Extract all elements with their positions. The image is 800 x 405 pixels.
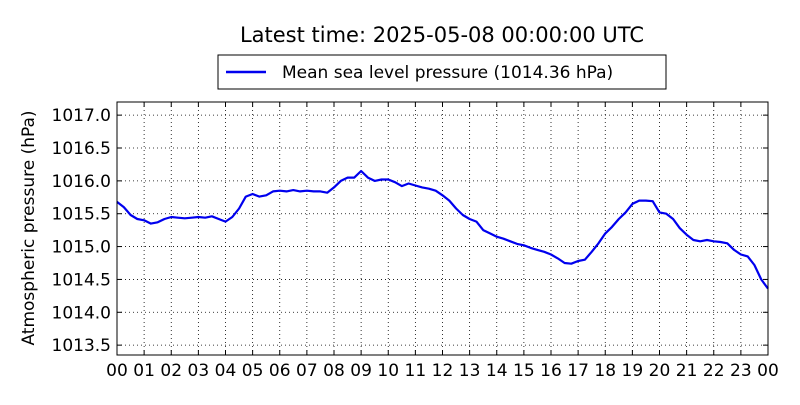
series-layer: [116, 169, 769, 290]
y-tick-label: 1014.5: [52, 270, 111, 290]
x-axis-tick-labels: 00 01 02 03 04 05 06 07 08 09 10 11 12 13 14 15 16 17 18 19…: [106, 361, 779, 381]
x-tick-label: 11: [405, 361, 427, 381]
x-tick-label: 18: [594, 361, 616, 381]
x-tick-label: 23: [730, 361, 752, 381]
x-tick-label: 06: [269, 361, 291, 381]
x-tick-label: 21: [676, 361, 698, 381]
y-tick-label: 1014.0: [52, 303, 111, 323]
y-axis-label: Atmospheric pressure (hPa): [19, 110, 39, 345]
legend-box: [217, 54, 667, 90]
ticks: [116, 102, 769, 355]
y-tick-label: 1013.5: [52, 336, 111, 356]
plot-area-frame: [116, 101, 769, 356]
x-tick-label: 19: [622, 361, 644, 381]
x-tick-label: 16: [540, 361, 562, 381]
y-tick-label: 1016.5: [52, 139, 111, 159]
x-tick-label: 12: [432, 361, 454, 381]
x-tick-label: 13: [459, 361, 481, 381]
y-tick-label: 1015.0: [52, 238, 111, 258]
y-tick-label: 1016.0: [52, 172, 111, 192]
x-tick-label: 01: [133, 361, 155, 381]
legend-label: Mean sea level pressure (1014.36 hPa): [282, 63, 613, 83]
x-tick-label: 07: [296, 361, 318, 381]
x-tick-label: 04: [215, 361, 237, 381]
x-tick-label: 09: [350, 361, 372, 381]
x-tick-label: 14: [486, 361, 508, 381]
y-tick-label: 1015.5: [52, 205, 111, 225]
y-tick-label: 1017.0: [52, 106, 111, 126]
x-tick-label: 08: [323, 361, 345, 381]
legend: Mean sea level pressure (1014.36 hPa): [217, 54, 667, 90]
chart-title: Latest time: 2025-05-08 00:00:00 UTC: [240, 23, 644, 47]
x-tick-label: 22: [703, 361, 725, 381]
x-tick-label: 00: [106, 361, 128, 381]
grid: [117, 102, 768, 355]
x-tick-label: 15: [513, 361, 535, 381]
x-tick-label: 03: [188, 361, 210, 381]
x-tick-label: 02: [160, 361, 182, 381]
x-tick-label: 20: [649, 361, 671, 381]
x-tick-label: 17: [567, 361, 589, 381]
x-tick-label: 10: [377, 361, 399, 381]
series-line-mean-sea-level-pressure: [116, 169, 769, 290]
x-tick-label: 05: [242, 361, 264, 381]
y-axis-tick-labels: 1013.5 1014.0 1014.5 1015.0 1015.5 1016.0 1016…: [52, 106, 111, 356]
x-tick-label: 00: [757, 361, 779, 381]
